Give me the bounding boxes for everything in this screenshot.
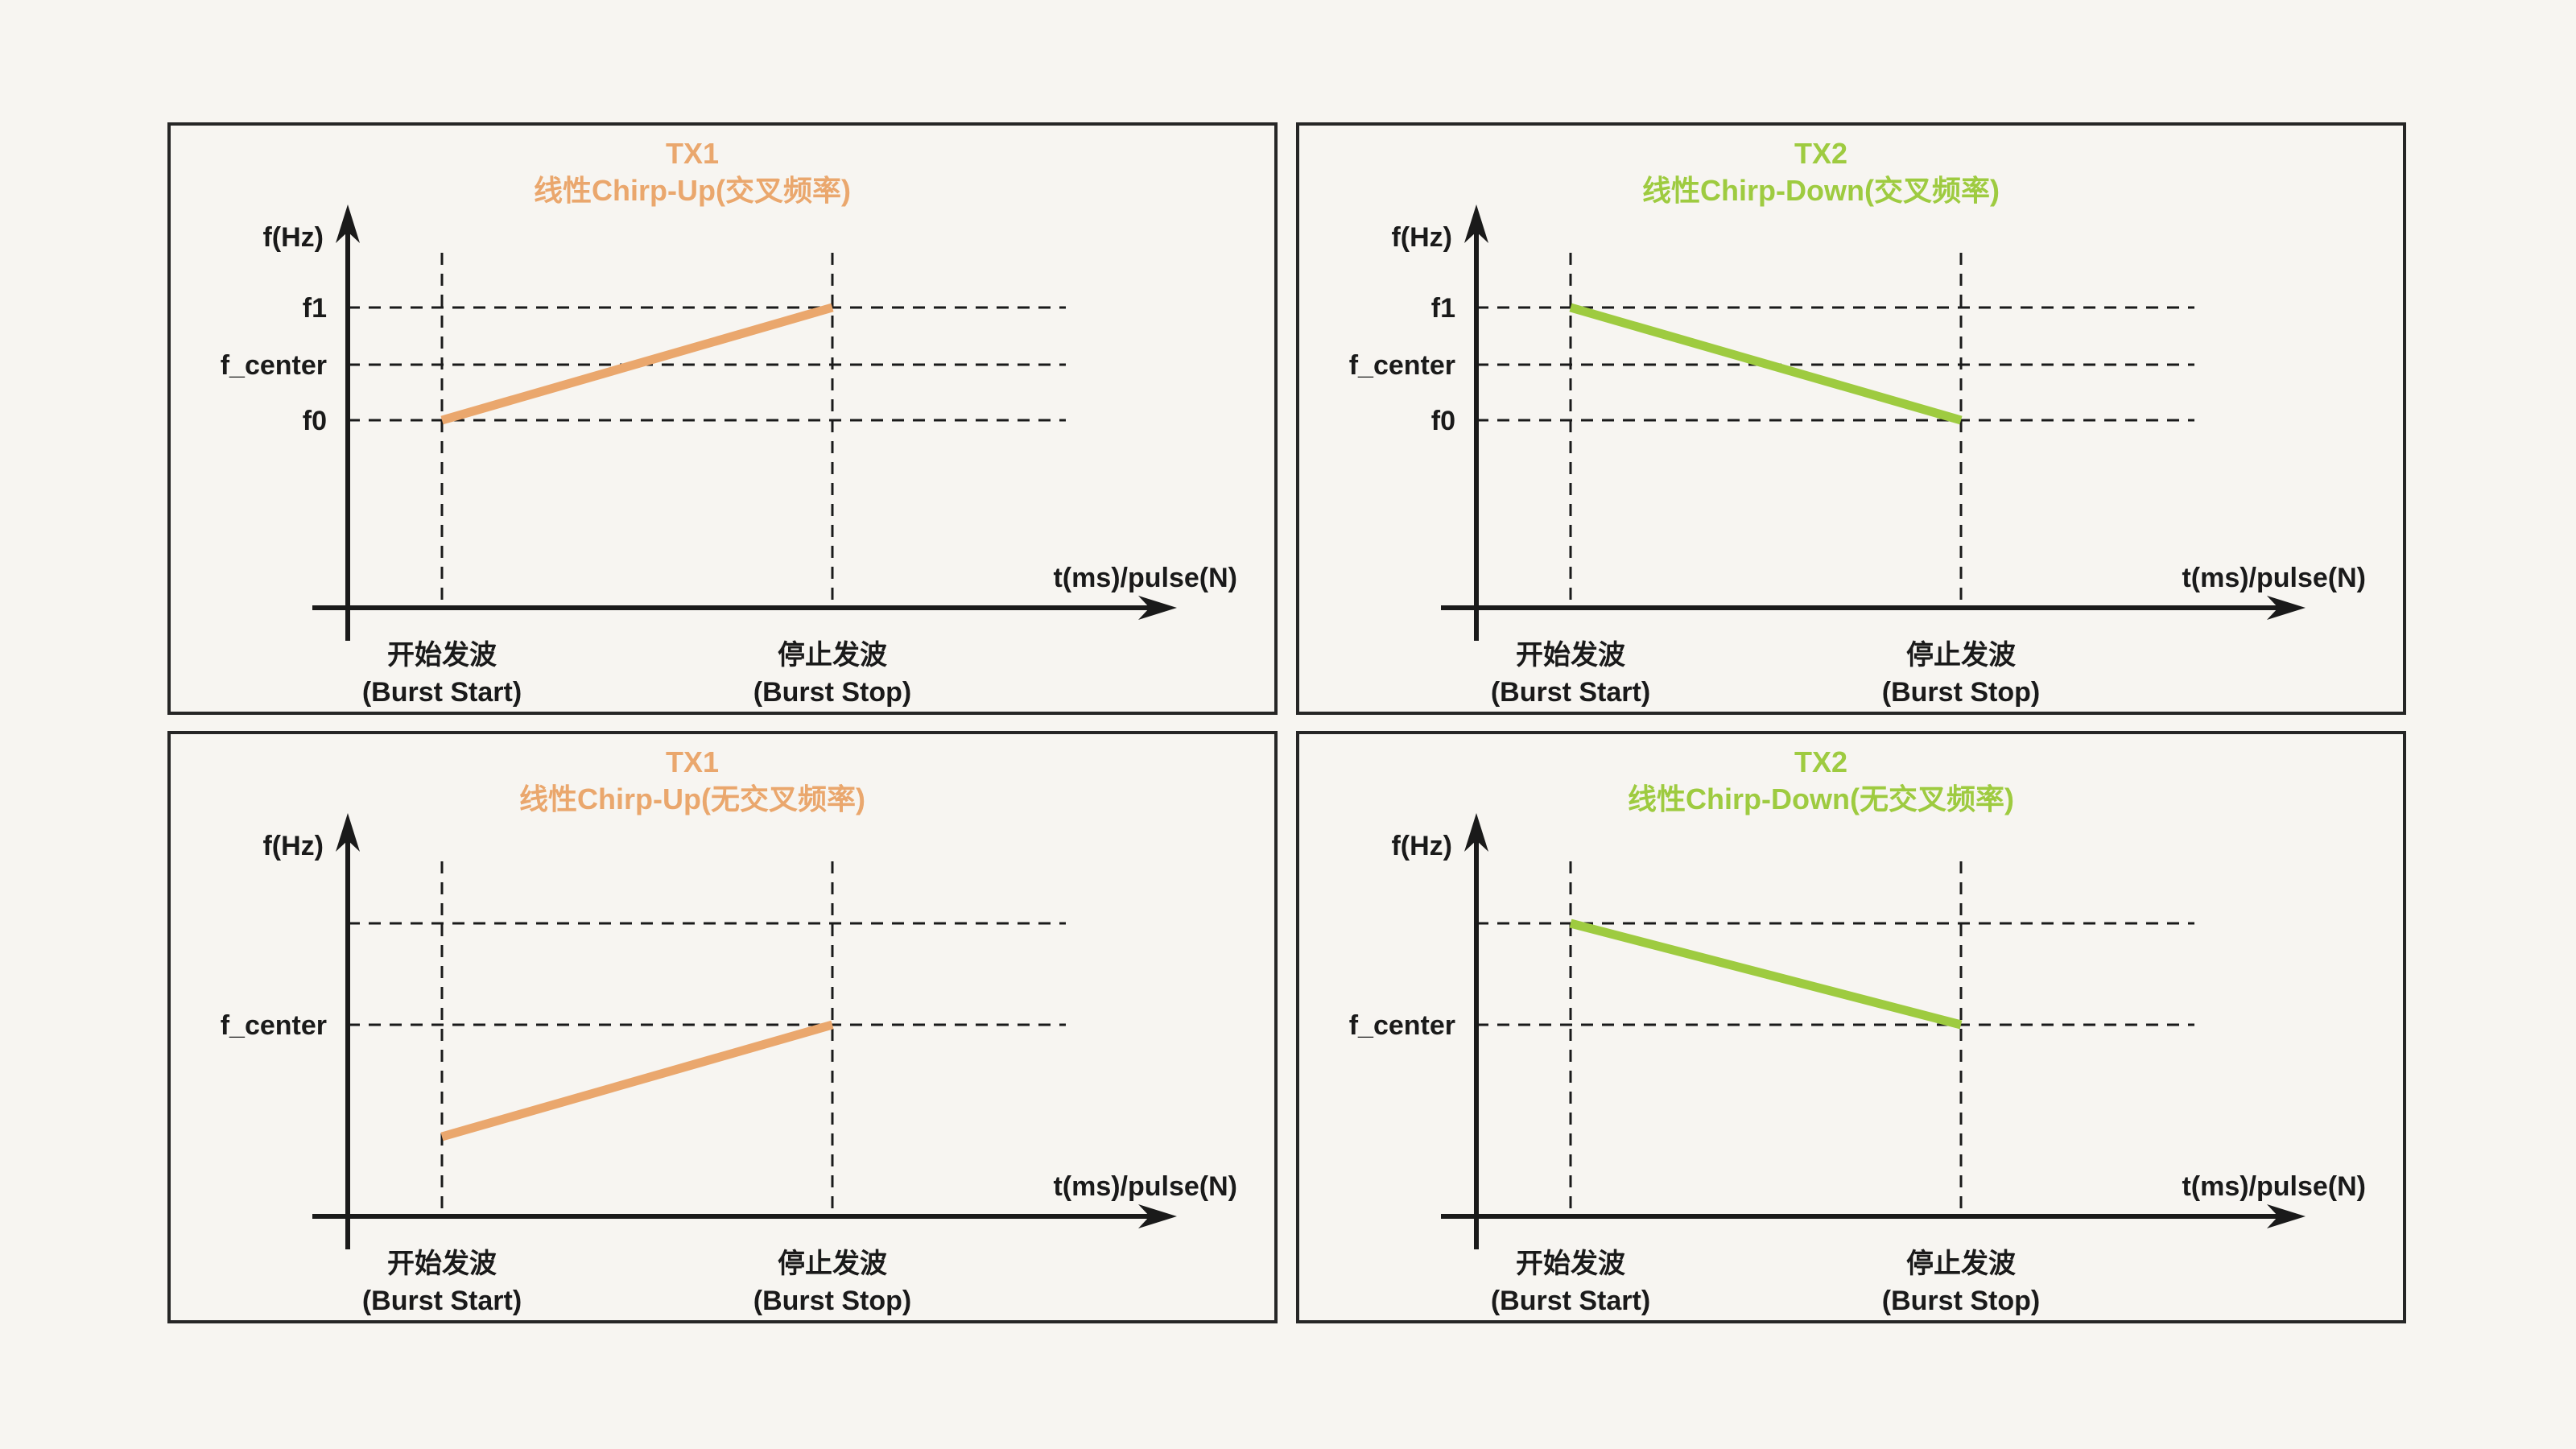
freq-tick-label: f1 [303, 293, 327, 324]
x-axis-label: t(ms)/pulse(N) [2182, 1171, 2366, 1202]
panel-subtitle: 线性Chirp-Down(交叉频率) [1642, 174, 2000, 207]
burst-tick-label-zh: 停止发波 [1906, 1249, 2016, 1279]
panel-title-block: TX2 线性Chirp-Down(交叉频率) [1299, 135, 2343, 209]
freq-tick-label: f0 [1431, 406, 1455, 436]
panel-title-block: TX2 线性Chirp-Down(无交叉频率) [1299, 744, 2343, 818]
panel-tx1-chirp-up-crossed: TX1 线性Chirp-Up(交叉频率) f1 f_center f0 f(Hz) t(… [167, 122, 1278, 715]
panel-title-block: TX1 线性Chirp-Up(交叉频率) [171, 135, 1214, 209]
y-axis-arrowhead-icon [336, 813, 360, 852]
freq-tick-label: f_center [1349, 1010, 1455, 1041]
burst-tick-label-en: (Burst Stop) [753, 677, 911, 708]
freq-tick-label: f_center [221, 350, 327, 381]
panel-title: TX2 [1794, 745, 1848, 778]
x-axis-label: t(ms)/pulse(N) [2182, 563, 2366, 593]
panel-subtitle: 线性Chirp-Up(交叉频率) [534, 174, 851, 207]
burst-tick-label-en: (Burst Start) [362, 677, 522, 708]
panel-title-block: TX1 线性Chirp-Up(无交叉频率) [171, 744, 1214, 818]
x-axis-arrowhead-icon [2267, 1204, 2306, 1228]
panel-tx2-chirp-down-crossed: TX2 线性Chirp-Down(交叉频率) f1 f_center f0 f(Hz)… [1296, 122, 2406, 715]
burst-tick-label-en: (Burst Start) [1491, 1286, 1650, 1316]
y-axis-arrowhead-icon [336, 204, 360, 243]
chirp-line [440, 1020, 834, 1141]
chirp-plot: f1 f_center f0 f(Hz) t(ms)/pulse(N) 开始发波 (Burs… [221, 204, 1237, 708]
burst-tick-label-en: (Burst Start) [362, 1286, 522, 1316]
y-axis-label: f(Hz) [1391, 222, 1452, 253]
chirp-line [1569, 919, 1963, 1030]
burst-tick-label-en: (Burst Stop) [1882, 677, 2040, 708]
y-axis-arrowhead-icon [1464, 204, 1488, 243]
x-axis-label: t(ms)/pulse(N) [1053, 563, 1237, 593]
panel-title: TX1 [665, 745, 720, 778]
x-axis-arrowhead-icon [1138, 596, 1177, 620]
y-axis-arrowhead-icon [1464, 813, 1488, 852]
chirp-plot: f_center f(Hz) t(ms)/pulse(N) 开始发波 (Burst St… [1349, 813, 2366, 1316]
burst-tick-label-zh: 开始发波 [387, 640, 497, 671]
burst-tick-label-zh: 开始发波 [1516, 1249, 1625, 1279]
freq-tick-label: f0 [303, 406, 327, 436]
y-axis-label: f(Hz) [262, 831, 324, 861]
burst-tick-label-en: (Burst Stop) [753, 1286, 911, 1316]
y-axis-label: f(Hz) [262, 222, 324, 253]
burst-tick-label-en: (Burst Start) [1491, 677, 1650, 708]
y-axis-label: f(Hz) [1391, 831, 1452, 861]
panel-title: TX2 [1794, 137, 1848, 170]
burst-tick-label-en: (Burst Stop) [1882, 1286, 2040, 1316]
freq-tick-label: f1 [1431, 293, 1455, 324]
x-axis-label: t(ms)/pulse(N) [1053, 1171, 1237, 1202]
freq-tick-label: f_center [1349, 350, 1455, 381]
chirp-line [1569, 303, 1963, 425]
burst-tick-label-zh: 停止发波 [778, 640, 887, 671]
panel-tx2-chirp-down-noncrossed: TX2 线性Chirp-Down(无交叉频率) f_center f(Hz) t(m… [1296, 731, 2406, 1323]
panel-subtitle: 线性Chirp-Down(无交叉频率) [1628, 782, 2014, 815]
panel-tx1-chirp-up-noncrossed: TX1 线性Chirp-Up(无交叉频率) f_center f(Hz) t(ms)… [167, 731, 1278, 1323]
panel-title: TX1 [665, 137, 720, 170]
chirp-plot: f_center f(Hz) t(ms)/pulse(N) 开始发波 (Burst St… [221, 813, 1237, 1316]
x-axis-arrowhead-icon [2267, 596, 2306, 620]
freq-tick-label: f_center [221, 1010, 327, 1041]
x-axis-arrowhead-icon [1138, 1204, 1177, 1228]
chirp-line [440, 303, 834, 425]
burst-tick-label-zh: 停止发波 [1906, 640, 2016, 671]
burst-tick-label-zh: 开始发波 [1516, 640, 1625, 671]
burst-tick-label-zh: 开始发波 [387, 1249, 497, 1279]
panel-subtitle: 线性Chirp-Up(无交叉频率) [519, 782, 865, 815]
burst-tick-label-zh: 停止发波 [778, 1249, 887, 1279]
chirp-plot: f1 f_center f0 f(Hz) t(ms)/pulse(N) 开始发波 (Burs… [1349, 204, 2366, 708]
